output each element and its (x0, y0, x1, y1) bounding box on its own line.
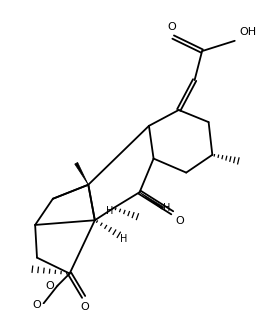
Text: OH: OH (240, 27, 257, 37)
Text: O: O (176, 216, 184, 226)
Text: O: O (81, 302, 90, 312)
Polygon shape (140, 192, 164, 209)
Text: O: O (46, 281, 54, 291)
Text: H: H (106, 206, 113, 216)
Text: O: O (33, 300, 41, 310)
Text: H: H (120, 234, 127, 244)
Polygon shape (75, 163, 88, 185)
Text: O: O (168, 22, 176, 32)
Text: H: H (163, 203, 171, 213)
